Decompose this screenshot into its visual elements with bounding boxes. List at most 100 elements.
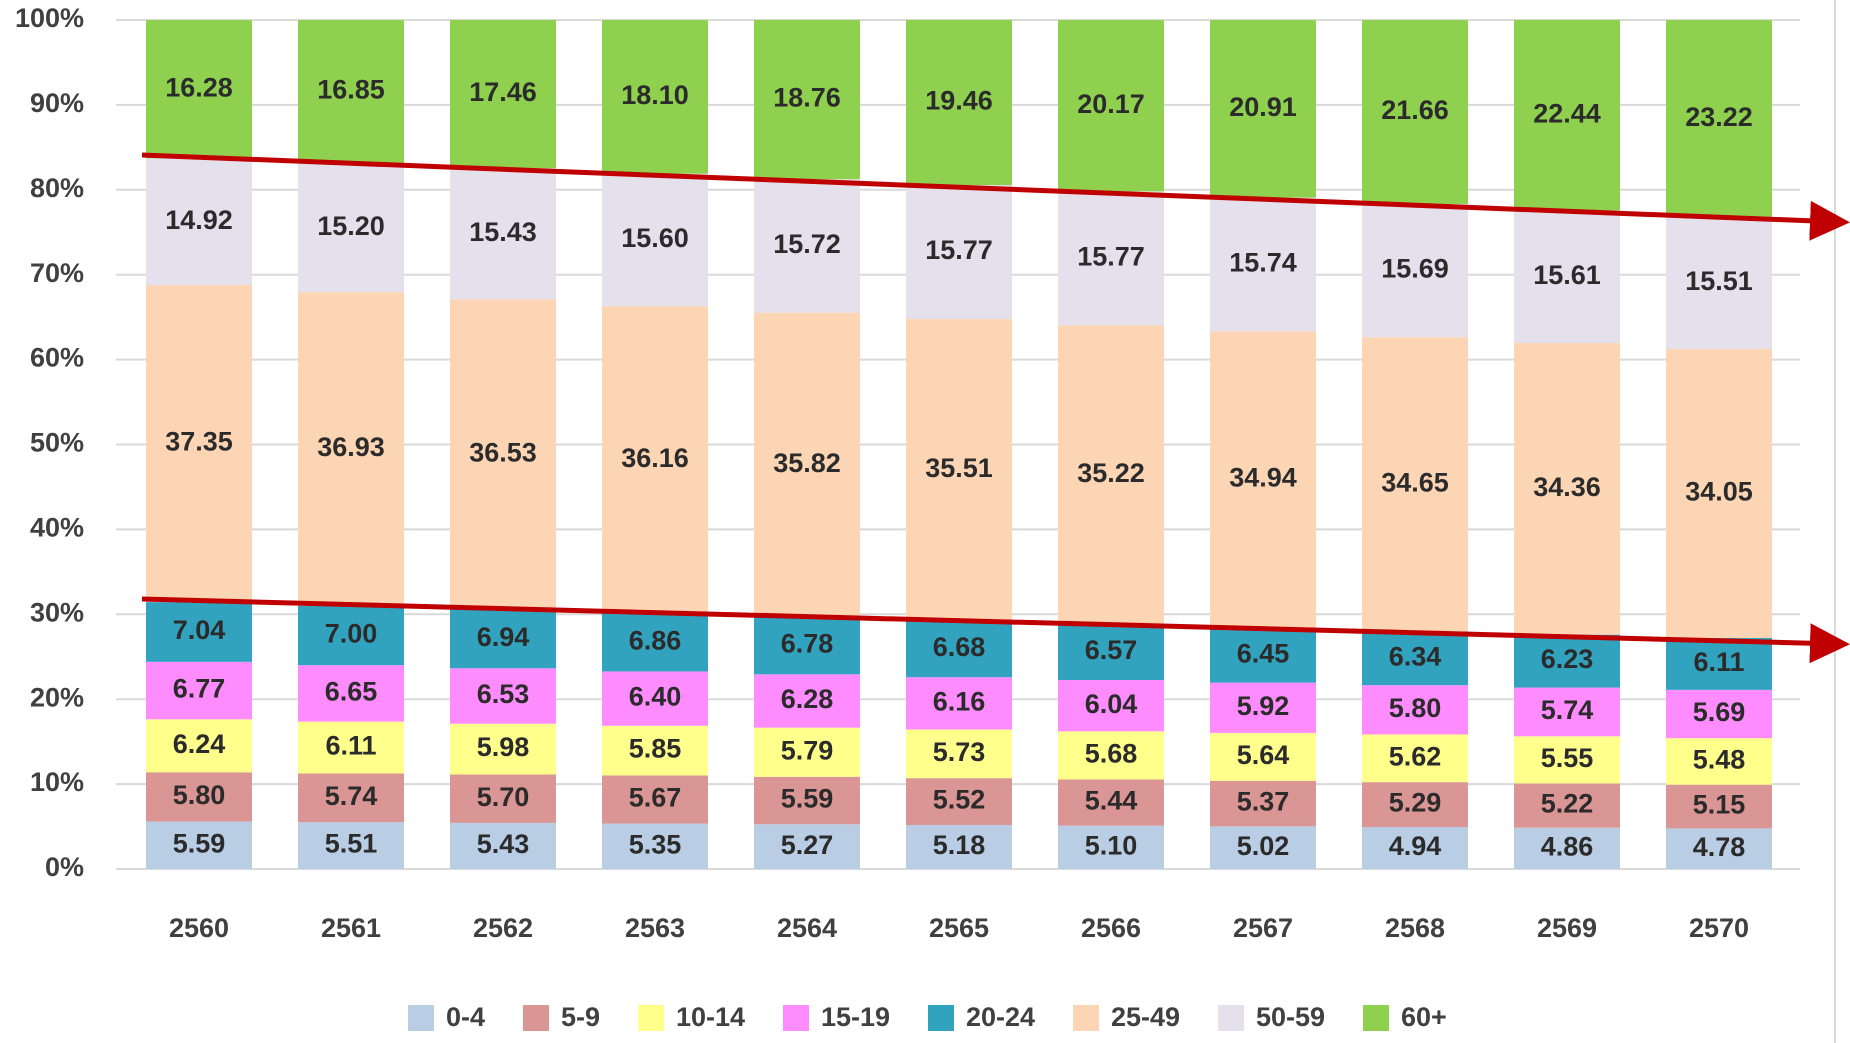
bar-segment	[1210, 331, 1316, 628]
bar-segment	[602, 20, 708, 174]
bar-segment	[1514, 736, 1620, 784]
bar-segment	[298, 605, 404, 666]
bar-segment	[754, 776, 860, 825]
bar-segment	[1210, 826, 1316, 869]
data-label: 6.86	[629, 625, 682, 655]
bar-segment	[1666, 20, 1772, 218]
data-label: 18.76	[773, 83, 841, 113]
bar-segment	[1210, 780, 1316, 827]
data-label: 5.51	[325, 829, 378, 859]
data-label: 6.11	[325, 731, 376, 761]
bar-segment	[1058, 731, 1164, 780]
legend-label: 25-49	[1111, 1002, 1180, 1032]
bar-segment	[754, 674, 860, 728]
data-label: 6.68	[933, 632, 986, 662]
data-label: 5.64	[1237, 740, 1290, 770]
bar-segment	[602, 775, 708, 824]
data-label: 34.94	[1229, 463, 1297, 493]
y-tick-label: 0%	[45, 852, 84, 882]
bar-segment	[1058, 680, 1164, 732]
data-label: 19.46	[925, 86, 993, 116]
data-label: 5.29	[1389, 788, 1442, 818]
y-tick-label: 100%	[15, 3, 84, 33]
bar-segment	[754, 19, 860, 180]
data-label: 5.80	[173, 780, 226, 810]
data-label: 5.43	[477, 829, 530, 859]
x-tick-label: 2567	[1233, 913, 1293, 943]
bar-segment	[754, 727, 860, 777]
y-tick-label: 70%	[30, 258, 84, 288]
data-label: 35.82	[773, 448, 841, 478]
data-label: 20.17	[1077, 89, 1145, 119]
x-tick-label: 2565	[929, 913, 989, 943]
bar-segment	[754, 179, 860, 313]
data-label: 5.85	[629, 734, 682, 764]
data-label: 20.91	[1229, 92, 1297, 122]
data-label: 15.60	[621, 223, 689, 253]
data-label: 4.86	[1541, 831, 1594, 861]
bar-segment	[298, 20, 404, 164]
data-label: 5.18	[933, 830, 986, 860]
bar-segment	[1362, 337, 1468, 632]
y-tick-label: 90%	[30, 88, 84, 118]
data-label: 6.77	[173, 674, 226, 704]
x-tick-label: 2566	[1081, 913, 1141, 943]
legend-swatch	[523, 1005, 549, 1031]
data-label: 5.27	[781, 830, 834, 860]
bar-segment	[1514, 827, 1620, 869]
bar-segment	[1666, 738, 1772, 785]
data-label: 5.52	[933, 785, 986, 815]
data-label: 37.35	[165, 427, 233, 457]
data-label: 5.73	[933, 737, 986, 767]
data-label: 36.16	[621, 443, 689, 473]
bar-segment	[146, 284, 252, 603]
bar-segment	[146, 20, 252, 159]
data-label: 15.77	[1077, 241, 1145, 271]
data-label: 5.62	[1389, 741, 1442, 771]
data-label: 6.23	[1541, 644, 1594, 674]
bar-segment	[1514, 210, 1620, 343]
bar-segment	[906, 19, 1012, 186]
bar-segment	[146, 772, 252, 822]
data-label: 6.53	[477, 679, 530, 709]
bar-segment	[754, 824, 860, 869]
data-label: 17.46	[469, 77, 537, 107]
bar-segment	[146, 821, 252, 869]
bar-segment	[1362, 685, 1468, 735]
data-label: 6.11	[1693, 647, 1744, 677]
data-label: 35.51	[925, 453, 993, 483]
bar-segment	[906, 319, 1012, 621]
bar-segment	[1362, 631, 1468, 686]
data-label: 15.77	[925, 235, 993, 265]
data-label: 6.34	[1389, 641, 1442, 671]
legend-swatch	[1363, 1005, 1389, 1031]
y-tick-label: 10%	[30, 767, 84, 797]
bar-segment	[146, 661, 252, 720]
bar-segment	[1666, 348, 1772, 638]
bar-segment	[906, 185, 1012, 320]
data-label: 14.92	[165, 205, 233, 235]
x-tick-label: 2560	[169, 913, 229, 943]
bar-segment	[1210, 197, 1316, 332]
bar-segment	[146, 719, 252, 773]
data-label: 5.68	[1085, 739, 1138, 769]
bar-segment	[298, 292, 404, 606]
data-label: 5.37	[1237, 787, 1290, 817]
bar-segment	[906, 825, 1012, 869]
bar-segment	[298, 163, 404, 293]
bar-segment	[1666, 637, 1772, 690]
bar-segment	[906, 620, 1012, 678]
bar-segment	[1210, 732, 1316, 781]
bar-segment	[1058, 325, 1164, 625]
data-label: 16.85	[317, 75, 385, 105]
bar-segment	[450, 609, 556, 669]
data-label: 6.45	[1237, 638, 1290, 668]
data-label: 5.80	[1389, 693, 1442, 723]
data-label: 4.78	[1693, 832, 1746, 862]
bar-segment	[1362, 203, 1468, 338]
data-label: 5.74	[325, 781, 378, 811]
data-label: 5.48	[1693, 745, 1746, 775]
x-tick-label: 2568	[1385, 913, 1445, 943]
data-label: 16.28	[165, 72, 233, 102]
